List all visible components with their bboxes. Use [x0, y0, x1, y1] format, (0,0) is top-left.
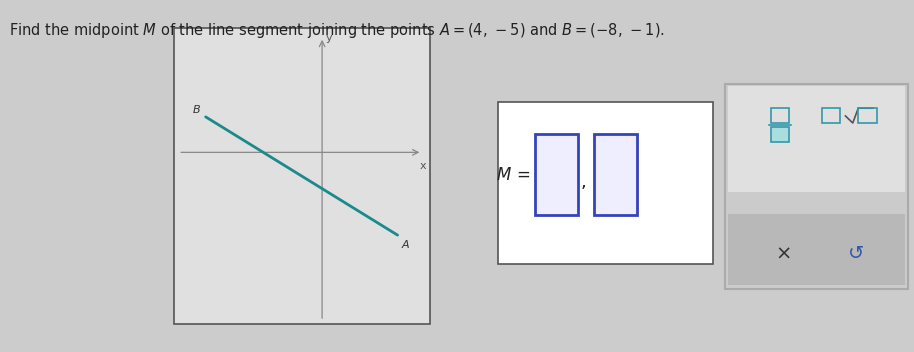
- Bar: [771, 127, 789, 142]
- Bar: [725, 84, 908, 289]
- Bar: [498, 102, 713, 264]
- Text: Find the midpoint $M$ of the line segment joining the points $A = (4,\,-5)$ and : Find the midpoint $M$ of the line segmen…: [9, 21, 665, 40]
- Bar: [728, 86, 905, 193]
- Text: A: A: [401, 240, 409, 250]
- Bar: [535, 134, 578, 215]
- Text: ↺: ↺: [848, 244, 865, 263]
- Text: $M\,=$: $M\,=$: [496, 166, 530, 184]
- Bar: [174, 28, 430, 324]
- Bar: [822, 108, 840, 123]
- Bar: [594, 134, 637, 215]
- Text: B: B: [193, 105, 200, 115]
- Text: x: x: [420, 161, 426, 171]
- Bar: [858, 108, 877, 123]
- Bar: [728, 214, 905, 285]
- Text: ,: ,: [580, 173, 586, 191]
- Text: y: y: [325, 33, 333, 43]
- Bar: [771, 108, 789, 123]
- Text: ×: ×: [775, 244, 792, 263]
